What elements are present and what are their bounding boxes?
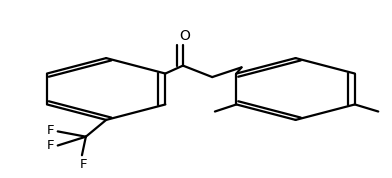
Text: F: F <box>47 139 54 152</box>
Text: F: F <box>47 124 54 137</box>
Text: F: F <box>80 158 87 171</box>
Text: O: O <box>180 29 191 43</box>
